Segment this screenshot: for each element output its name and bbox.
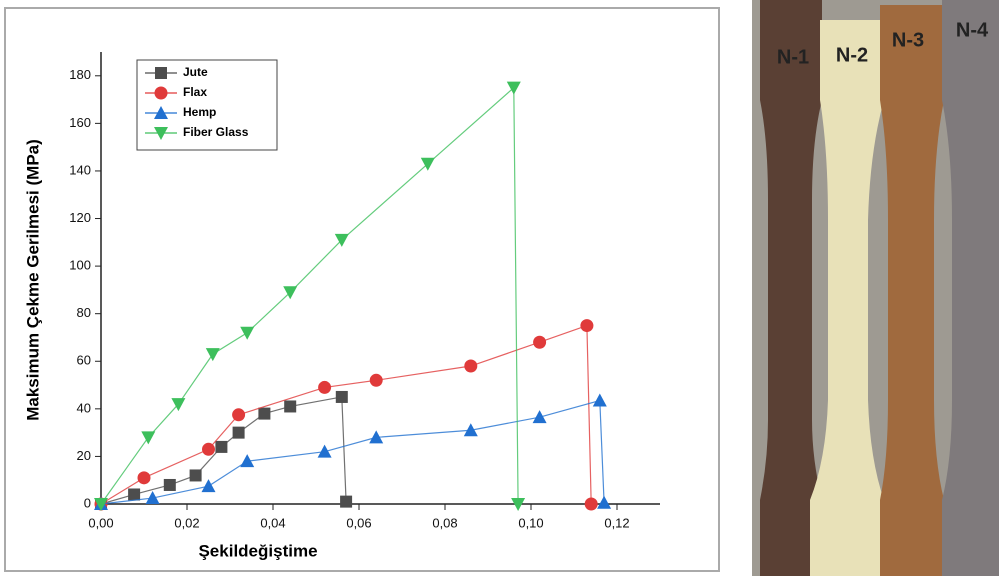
marker: [138, 471, 151, 484]
legend-label: Hemp: [183, 105, 216, 119]
marker: [533, 336, 546, 349]
y-tick-label: 20: [77, 448, 91, 463]
specimen-label: N-4: [956, 19, 989, 41]
specimen-label: N-3: [892, 29, 924, 51]
x-axis-title: Şekildeğiştime: [198, 541, 317, 560]
x-tick-label: 0,10: [518, 515, 543, 530]
y-tick-label: 140: [69, 162, 91, 177]
marker: [464, 360, 477, 373]
photo: N-1 N-2 N-3 N-4: [752, 0, 999, 576]
y-tick-label: 100: [69, 258, 91, 273]
marker: [128, 488, 140, 500]
y-tick-label: 60: [77, 353, 91, 368]
legend-label: Fiber Glass: [183, 125, 249, 139]
x-tick-label: 0,02: [174, 515, 199, 530]
x-tick-label: 0,06: [346, 515, 371, 530]
marker: [580, 319, 593, 332]
marker: [232, 408, 245, 421]
y-tick-label: 180: [69, 67, 91, 82]
y-axis-title: Maksimum Çekme Gerilmesi (MPa): [23, 139, 42, 421]
chart: N-1 N-2 N-3 N-4 Şekildeğiştime Maksimum …: [0, 0, 999, 576]
legend-label: Jute: [183, 65, 208, 79]
legend-label: Flax: [183, 85, 207, 99]
x-tick-label: 0,08: [432, 515, 457, 530]
x-tick-label: 0,12: [604, 515, 629, 530]
chart-frame: [5, 8, 719, 571]
marker: [336, 391, 348, 403]
x-tick-label: 0,00: [88, 515, 113, 530]
marker: [585, 498, 598, 511]
y-tick-label: 80: [77, 305, 91, 320]
legend-marker: [155, 67, 167, 79]
marker: [215, 441, 227, 453]
marker: [370, 374, 383, 387]
x-tick-label: 0,04: [260, 515, 285, 530]
marker: [202, 443, 215, 456]
marker: [258, 408, 270, 420]
marker: [190, 469, 202, 481]
y-tick-label: 40: [77, 400, 91, 415]
y-tick-label: 160: [69, 115, 91, 130]
page: N-1 N-2 N-3 N-4 Şekildeğiştime Maksimum …: [0, 0, 999, 576]
specimen-label: N-2: [836, 44, 868, 66]
marker: [340, 496, 352, 508]
y-tick-label: 0: [84, 495, 91, 510]
marker: [233, 427, 245, 439]
specimen-label: N-1: [777, 46, 809, 68]
marker: [164, 479, 176, 491]
y-tick-label: 120: [69, 210, 91, 225]
marker: [318, 381, 331, 394]
legend-marker: [155, 87, 168, 100]
marker: [284, 400, 296, 412]
